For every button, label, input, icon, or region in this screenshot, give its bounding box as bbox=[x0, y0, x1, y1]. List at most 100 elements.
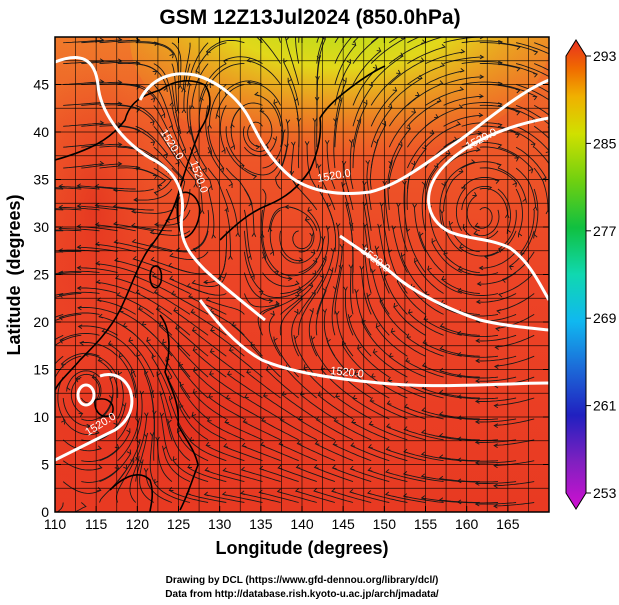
streamline-arrow bbox=[420, 451, 426, 457]
streamline-arrow bbox=[288, 276, 293, 281]
streamline bbox=[515, 125, 549, 152]
streamline bbox=[307, 210, 321, 252]
streamline-arrow bbox=[456, 436, 462, 442]
streamline-arrow bbox=[144, 412, 149, 418]
streamline bbox=[55, 355, 64, 365]
streamline-arrow bbox=[191, 326, 197, 332]
streamline bbox=[533, 105, 549, 116]
streamline bbox=[99, 406, 126, 441]
streamline-arrow bbox=[294, 280, 300, 285]
streamline-arrow bbox=[392, 86, 398, 92]
streamline-arrow bbox=[204, 467, 210, 472]
streamline bbox=[225, 188, 239, 234]
streamline-arrow bbox=[293, 334, 298, 340]
streamline bbox=[407, 83, 443, 106]
contour-line-south bbox=[198, 299, 549, 388]
streamline-arrow bbox=[351, 418, 356, 423]
streamline-arrow bbox=[279, 416, 285, 421]
streamline bbox=[260, 444, 299, 462]
streamline bbox=[533, 167, 549, 211]
streamline bbox=[219, 105, 227, 150]
streamline bbox=[55, 334, 64, 341]
streamline-arrow bbox=[187, 463, 193, 468]
streamline bbox=[169, 251, 209, 261]
streamline bbox=[427, 269, 462, 294]
streamline bbox=[63, 60, 104, 65]
streamline bbox=[479, 104, 520, 113]
streamline bbox=[134, 188, 173, 201]
streamline-arrow bbox=[320, 236, 326, 241]
streamline bbox=[229, 349, 263, 378]
streamline bbox=[150, 230, 191, 236]
credit-line-2: Data from http://database.rish.kyoto-u.a… bbox=[165, 589, 439, 600]
streamline-arrow bbox=[209, 326, 215, 331]
streamline-arrow bbox=[472, 191, 478, 197]
streamline bbox=[99, 145, 140, 151]
streamline bbox=[459, 247, 499, 257]
streamline-arrow bbox=[150, 141, 156, 146]
streamline-arrow bbox=[121, 402, 127, 408]
y-tick-label: 5 bbox=[41, 457, 49, 473]
streamline bbox=[172, 460, 209, 483]
streamline bbox=[171, 167, 186, 205]
streamline-arrow bbox=[114, 444, 120, 449]
streamline-arrow bbox=[208, 185, 213, 191]
streamline bbox=[99, 39, 140, 44]
streamline bbox=[135, 63, 168, 89]
streamline-arrow bbox=[475, 358, 480, 364]
streamline bbox=[298, 419, 336, 441]
streamline-arrow bbox=[146, 336, 151, 342]
streamline-arrow bbox=[377, 223, 382, 229]
streamline-arrow bbox=[326, 337, 331, 343]
streamline-arrow bbox=[387, 103, 393, 109]
streamline-arrow bbox=[252, 174, 258, 180]
streamline-arrow bbox=[172, 456, 177, 462]
streamline bbox=[55, 313, 64, 318]
streamline bbox=[168, 265, 209, 275]
streamline bbox=[466, 195, 480, 232]
streamline-arrow bbox=[209, 83, 214, 88]
streamline-arrow bbox=[456, 478, 462, 484]
streamline-arrow bbox=[61, 419, 66, 425]
streamline-arrow bbox=[167, 262, 173, 268]
streamline-arrow bbox=[109, 374, 114, 380]
streamline-arrow bbox=[545, 209, 549, 215]
streamline bbox=[259, 110, 273, 148]
streamline-arrow bbox=[258, 465, 264, 471]
streamline-arrow bbox=[347, 314, 353, 320]
streamline-arrow bbox=[493, 403, 499, 409]
streamline-arrow bbox=[246, 80, 252, 85]
streamline bbox=[334, 420, 372, 441]
streamline-arrow bbox=[321, 37, 326, 41]
streamline-arrow bbox=[456, 457, 462, 463]
streamline bbox=[316, 271, 333, 315]
asia-coastline bbox=[55, 80, 211, 391]
streamline bbox=[145, 471, 173, 503]
streamline bbox=[342, 344, 372, 378]
streamline bbox=[152, 275, 191, 294]
streamline bbox=[210, 351, 245, 378]
streamline-arrow bbox=[508, 265, 514, 271]
streamline-arrow bbox=[247, 254, 252, 260]
streamline bbox=[494, 439, 535, 446]
streamline bbox=[493, 481, 535, 487]
streamline bbox=[291, 312, 300, 357]
streamline bbox=[232, 325, 263, 357]
streamline bbox=[457, 375, 499, 379]
streamline-arrow bbox=[135, 417, 140, 423]
streamline bbox=[476, 355, 517, 362]
streamline-arrow bbox=[365, 159, 370, 165]
streamline bbox=[475, 418, 517, 423]
streamline bbox=[261, 188, 267, 235]
streamline bbox=[77, 267, 118, 274]
streamline bbox=[59, 291, 100, 296]
streamline-arrow bbox=[275, 300, 281, 306]
streamline-arrow bbox=[407, 308, 413, 314]
streamline-arrow bbox=[76, 224, 82, 229]
streamline-arrow bbox=[240, 490, 245, 496]
streamline bbox=[102, 330, 137, 357]
streamline-arrow bbox=[550, 79, 554, 82]
streamline-arrow bbox=[457, 287, 463, 293]
streamline bbox=[61, 352, 100, 365]
